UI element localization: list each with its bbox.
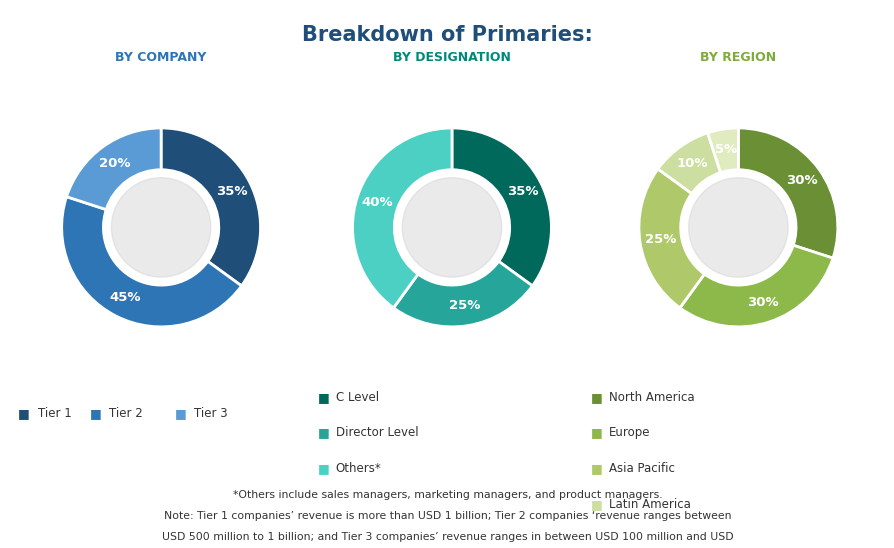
Text: ■: ■ xyxy=(89,407,101,420)
Circle shape xyxy=(687,178,788,277)
Text: BY REGION: BY REGION xyxy=(699,51,776,64)
Wedge shape xyxy=(657,133,720,193)
Text: USD 500 million to 1 billion; and Tier 3 companies’ revenue ranges in between US: USD 500 million to 1 billion; and Tier 3… xyxy=(162,532,732,542)
Text: BY DESIGNATION: BY DESIGNATION xyxy=(392,51,510,64)
Text: ■: ■ xyxy=(18,407,30,420)
Wedge shape xyxy=(66,128,161,209)
Wedge shape xyxy=(638,169,704,308)
Text: Europe: Europe xyxy=(608,426,649,439)
Text: BY COMPANY: BY COMPANY xyxy=(115,51,207,64)
Text: 45%: 45% xyxy=(109,292,140,304)
Text: 35%: 35% xyxy=(215,185,247,198)
Text: ■: ■ xyxy=(317,426,329,439)
Text: ■: ■ xyxy=(317,391,329,404)
Text: Tier 1: Tier 1 xyxy=(38,407,72,420)
Wedge shape xyxy=(707,128,738,173)
Text: ■: ■ xyxy=(590,391,602,404)
Text: 30%: 30% xyxy=(746,296,778,309)
Text: 10%: 10% xyxy=(675,157,707,170)
Wedge shape xyxy=(738,128,837,258)
Text: 35%: 35% xyxy=(506,185,537,198)
Text: North America: North America xyxy=(608,391,694,404)
Circle shape xyxy=(394,170,509,285)
Text: ■: ■ xyxy=(174,407,186,420)
Text: Breakdown of Primaries:: Breakdown of Primaries: xyxy=(301,25,593,44)
Wedge shape xyxy=(393,261,532,327)
Text: Director Level: Director Level xyxy=(335,426,417,439)
Circle shape xyxy=(680,170,795,285)
Text: 40%: 40% xyxy=(360,197,392,209)
Text: Latin America: Latin America xyxy=(608,498,689,511)
Text: ■: ■ xyxy=(590,426,602,439)
Circle shape xyxy=(104,170,218,285)
Circle shape xyxy=(401,178,502,277)
Text: 20%: 20% xyxy=(98,157,131,170)
Text: ■: ■ xyxy=(317,462,329,475)
Text: Others*: Others* xyxy=(335,462,381,475)
Text: *Others include sales managers, marketing managers, and product managers.: *Others include sales managers, marketin… xyxy=(232,490,662,500)
Text: 5%: 5% xyxy=(714,143,737,156)
Text: Asia Pacific: Asia Pacific xyxy=(608,462,674,475)
Circle shape xyxy=(111,178,211,277)
Wedge shape xyxy=(161,128,260,286)
Wedge shape xyxy=(62,197,241,327)
Wedge shape xyxy=(352,128,451,308)
Text: Tier 2: Tier 2 xyxy=(109,407,143,420)
Text: Tier 3: Tier 3 xyxy=(194,407,228,420)
Text: ■: ■ xyxy=(590,498,602,511)
Wedge shape xyxy=(451,128,551,286)
Text: Note: Tier 1 companies’ revenue is more than USD 1 billion; Tier 2 companies ‘re: Note: Tier 1 companies’ revenue is more … xyxy=(164,511,730,521)
Text: 25%: 25% xyxy=(644,233,675,246)
Text: C Level: C Level xyxy=(335,391,378,404)
Text: ■: ■ xyxy=(590,462,602,475)
Text: 25%: 25% xyxy=(448,299,479,312)
Text: 30%: 30% xyxy=(786,174,817,187)
Wedge shape xyxy=(679,246,832,327)
